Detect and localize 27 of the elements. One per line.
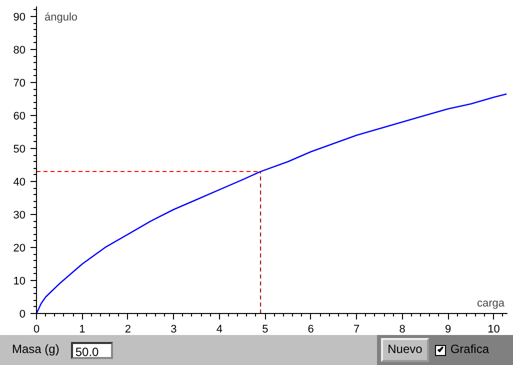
y-tick-label: 0 [19, 308, 26, 320]
x-tick-label: 8 [399, 324, 406, 336]
x-tick-label: 2 [124, 324, 132, 336]
y-tick-label: 50 [13, 143, 26, 156]
x-tick-label: 7 [354, 324, 360, 336]
text: Grafica [450, 341, 489, 358]
y-tick-label: 10 [13, 275, 26, 288]
x-tick-label: 1 [79, 324, 86, 336]
x-axis-title: carga [476, 298, 506, 310]
y-tick-label: 60 [13, 110, 26, 122]
x-tick-label: 0 [33, 324, 40, 336]
y-tick-label: 40 [13, 176, 26, 188]
x-tick-label: 10 [488, 324, 500, 336]
y-tick-label: 30 [13, 209, 26, 222]
x-tick-label: 4 [216, 324, 222, 336]
y-tick-label: 20 [13, 242, 26, 254]
text: 50.0 [71, 342, 114, 358]
x-tick-label: 6 [308, 324, 314, 336]
x-tick-label: 9 [444, 324, 452, 336]
text: Nuevo [380, 338, 430, 362]
x-tick-label: 5 [262, 324, 268, 336]
y-axis-title: ángulo [44, 12, 78, 24]
x-tick-label: 3 [170, 324, 177, 336]
text: Masa (g) [12, 341, 60, 358]
y-tick-label: 80 [13, 44, 26, 56]
y-tick-label: 90 [13, 11, 26, 24]
y-tick-label: 70 [13, 77, 26, 90]
